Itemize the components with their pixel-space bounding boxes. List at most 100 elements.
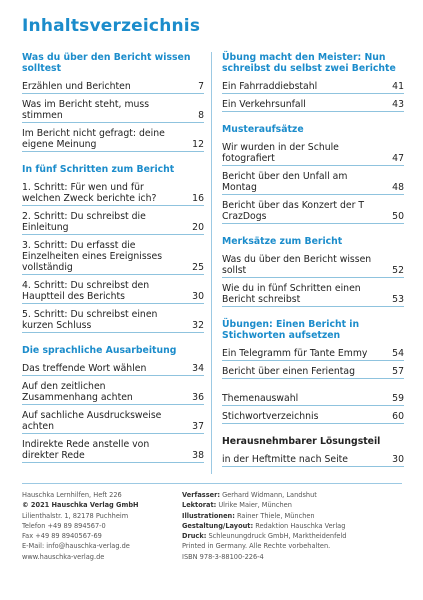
toc-entry: Wie du in fünf Schritten einen Bericht s…	[222, 281, 404, 307]
footer-text: Rainer Thiele, München	[237, 511, 315, 520]
page-number: 30	[392, 454, 404, 465]
page-title: Inhaltsverzeichnis	[22, 16, 201, 36]
page-number: 25	[192, 262, 204, 273]
toc-entry: Ein Verkehrsunfall 43	[222, 97, 404, 112]
toc-section: Themenauswahl 59 Stichwortverzeichnis 60	[222, 391, 404, 424]
section-heading: Übungen: Einen Bericht in Stichworten au…	[222, 319, 360, 341]
toc-entry: 2. Schritt: Du schreibst die Einleitung 2…	[22, 209, 204, 235]
footer-text: Ulrike Maier, München	[218, 501, 292, 510]
page-number: 30	[192, 291, 204, 302]
entry-title: Auf den zeitlichen Zusammenhang achten	[22, 381, 133, 403]
footer-line: © 2021 Hauschka Verlag GmbH	[22, 501, 139, 510]
page-number: 32	[192, 320, 204, 331]
footer-label: Druck:	[182, 532, 207, 541]
page-number: 53	[392, 294, 404, 305]
entry-title: Ein Verkehrsunfall	[222, 99, 306, 110]
page-number: 37	[192, 421, 204, 432]
entry-title: Indirekte Rede anstelle von direkter Red…	[22, 439, 150, 461]
toc-section: Herausnehmbarer Lösungsteil in der Heftmi…	[222, 436, 404, 467]
toc-section: Musteraufsätze Wir wurden in der Schule f…	[222, 124, 404, 224]
footer-line: E-Mail: info@hauschka-verlag.de	[22, 542, 130, 551]
section-heading: Was du über den Bericht wissen solltest	[22, 52, 191, 74]
footer-line: Gestaltung/Layout: Redaktion Hauschka Ve…	[182, 521, 407, 531]
toc-entry: Ein Fahrraddiebstahl 41	[222, 79, 404, 94]
footer-label: Illustrationen:	[182, 511, 235, 520]
right-column: Übung macht den Meister: Nun schreibst d…	[222, 52, 404, 479]
section-heading: Merksätze zum Bericht	[222, 236, 343, 247]
toc-entry: 4. Schritt: Du schreibst den Hauptteil d…	[22, 278, 204, 304]
toc-entry: Stichwortverzeichnis 60	[222, 409, 404, 424]
page-number: 57	[392, 366, 404, 377]
toc-entry: Wir wurden in der Schule fotografiert 47	[222, 140, 404, 166]
entry-title: Wie du in fünf Schritten einen Bericht s…	[222, 283, 361, 305]
entry-title: Auf sachliche Ausdrucksweise achten	[22, 410, 162, 432]
toc-entry: Bericht über das Konzert der T CrazDogs 5…	[222, 198, 404, 224]
entry-title: 1. Schritt: Für wen und für welchen Zwec…	[22, 182, 157, 204]
entry-title: Bericht über einen Ferientag	[222, 366, 355, 377]
entry-title: Bericht über das Konzert der T CrazDogs	[222, 200, 365, 222]
toc-entry: 1. Schritt: Für wen und für welchen Zwec…	[22, 180, 204, 206]
page-number: 48	[392, 182, 404, 193]
entry-title: 3. Schritt: Du erfasst die Einzelheiten …	[22, 240, 163, 273]
footer-rule	[22, 483, 402, 484]
section-heading: In fünf Schritten zum Bericht	[22, 164, 175, 175]
toc-entry: Bericht über den Unfall am Montag 48	[222, 169, 404, 195]
entry-title: Wir wurden in der Schule fotografiert	[222, 142, 339, 164]
entry-title: Stichwortverzeichnis	[222, 411, 319, 422]
page-number: 34	[192, 363, 204, 374]
toc-entry: Erzählen und Berichten 7	[22, 79, 204, 94]
toc-section: Was du über den Bericht wissen solltest E…	[22, 52, 204, 152]
entry-title: 5. Schritt: Du schreibst einen kurzen Sc…	[22, 309, 158, 331]
section-heading: Herausnehmbarer Lösungsteil	[222, 436, 381, 447]
toc-section: Die sprachliche Ausarbeitung Das treffend…	[22, 345, 204, 463]
toc-entry: Ein Telegramm für Tante Emmy 54	[222, 346, 404, 361]
entry-title: 4. Schritt: Du schreibst den Hauptteil d…	[22, 280, 150, 302]
page-number: 60	[392, 411, 404, 422]
entry-title: in der Heftmitte nach Seite	[222, 454, 349, 465]
toc-entry: Bericht über einen Ferientag 57	[222, 364, 404, 379]
page-number: 16	[192, 193, 204, 204]
footer-text: Schleunungdruck GmbH, Marktheidenfeld	[208, 532, 347, 541]
page-number: 41	[392, 81, 404, 92]
page-number: 50	[392, 211, 404, 222]
entry-title: Ein Fahrraddiebstahl	[222, 81, 318, 92]
toc-section: Übung macht den Meister: Nun schreibst d…	[222, 52, 404, 112]
footer-label: Verfasser:	[182, 491, 220, 499]
footer-label: Lektorat:	[182, 501, 217, 510]
left-column: Was du über den Bericht wissen solltest E…	[22, 52, 204, 475]
page-number: 54	[392, 348, 404, 359]
toc-entry: Themenauswahl 59	[222, 391, 404, 406]
entry-title: Was du über den Bericht wissen sollst	[222, 254, 372, 276]
toc-entry: in der Heftmitte nach Seite 30	[222, 452, 404, 467]
entry-title: Im Bericht nicht gefragt: deine eigene M…	[22, 128, 165, 150]
entry-title: Erzählen und Berichten	[22, 81, 131, 92]
footer-left: Hauschka Lernhilfen, Heft 226 © 2021 Haus…	[22, 490, 182, 562]
footer-right: Verfasser: Gerhard Widmann, Landshut Lekt…	[182, 490, 407, 562]
footer-line: Hauschka Lernhilfen, Heft 226	[22, 491, 122, 499]
entry-title: Was im Bericht steht, muss stimmen	[22, 99, 150, 121]
footer-line: Printed in Germany. Alle Rechte vorbehal…	[182, 541, 407, 551]
page-number: 7	[198, 81, 204, 92]
entry-title: Ein Telegramm für Tante Emmy	[222, 348, 368, 359]
footer-label: Gestaltung/Layout:	[182, 521, 254, 530]
toc-section: In fünf Schritten zum Bericht 1. Schritt:…	[22, 164, 204, 333]
toc-entry: 3. Schritt: Du erfasst die Einzelheiten …	[22, 238, 204, 275]
column-divider	[211, 52, 212, 474]
page-number: 47	[392, 153, 404, 164]
footer-line: ISBN 978-3-88100-226-4	[182, 552, 407, 562]
footer-text: Redaktion Hauschka Verlag	[255, 521, 346, 530]
footer-line: Lektorat: Ulrike Maier, München	[182, 500, 407, 510]
page-number: 12	[192, 139, 204, 150]
footer-line: Lilienthalstr. 1, 82178 Puchheim	[22, 511, 129, 520]
footer-text: ISBN 978-3-88100-226-4	[182, 552, 264, 561]
footer-line: www.hauschka-verlag.de	[22, 552, 105, 561]
toc-entry: Was du über den Bericht wissen sollst 52	[222, 252, 404, 278]
footer-line: Fax +49 89 8940567-69	[22, 532, 102, 541]
entry-title: Das treffende Wort wählen	[22, 363, 147, 374]
section-heading: Musteraufsätze	[222, 124, 304, 135]
page-number: 52	[392, 265, 404, 276]
footer-text: Gerhard Widmann, Landshut	[222, 491, 317, 499]
section-heading: Übung macht den Meister: Nun schreibst d…	[222, 52, 396, 74]
toc-entry: Indirekte Rede anstelle von direkter Red…	[22, 437, 204, 463]
toc-entry: Das treffende Wort wählen 34	[22, 361, 204, 376]
